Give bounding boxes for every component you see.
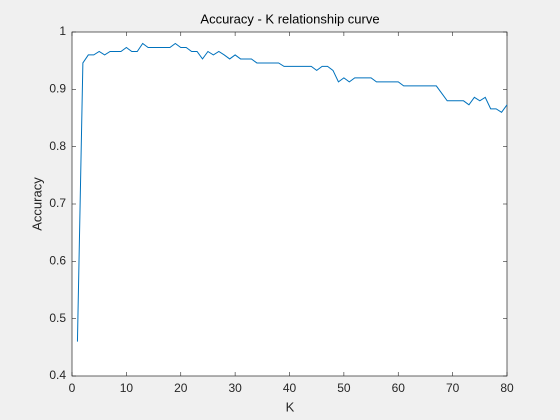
x-tick-label: 40 xyxy=(283,381,297,395)
x-tick-label: 10 xyxy=(120,381,134,395)
x-tick-label: 30 xyxy=(228,381,242,395)
y-tick-label: 0.6 xyxy=(49,254,66,268)
x-tick-label: 70 xyxy=(446,381,460,395)
x-tick-label: 50 xyxy=(337,381,351,395)
data-line xyxy=(76,42,508,342)
y-axis-label: Accuracy xyxy=(29,177,44,231)
chart-title: Accuracy - K relationship curve xyxy=(200,11,379,26)
y-tick-label: 0.4 xyxy=(49,368,66,382)
x-tick-label: 0 xyxy=(69,381,76,395)
y-tick-label: 0.8 xyxy=(49,139,66,153)
x-axis-label: K xyxy=(286,399,295,414)
y-tick-label: 1 xyxy=(59,24,66,38)
plot-area xyxy=(71,31,508,377)
x-tick-label: 60 xyxy=(392,381,406,395)
x-tick-label: 80 xyxy=(500,381,514,395)
x-tick-label: 20 xyxy=(174,381,188,395)
y-tick-label: 0.9 xyxy=(49,82,66,96)
y-tick-label: 0.5 xyxy=(49,311,66,325)
y-tick-label: 0.7 xyxy=(49,196,66,210)
